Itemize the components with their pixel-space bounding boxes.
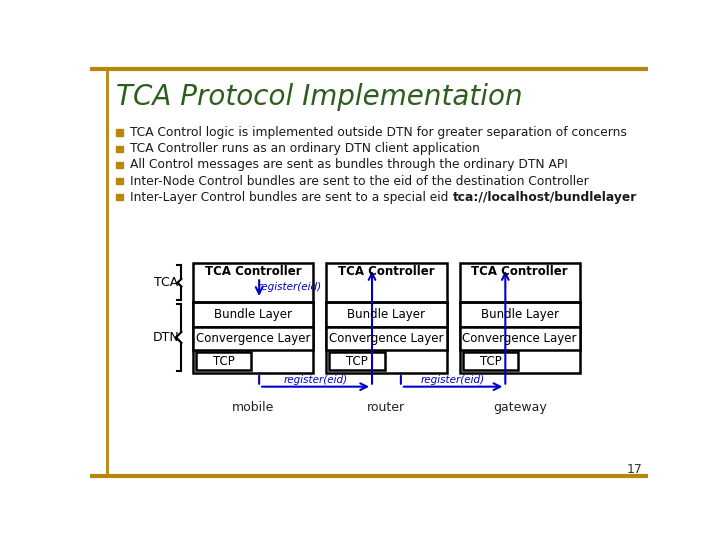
- Text: TCA Control logic is implemented outside DTN for greater separation of concerns: TCA Control logic is implemented outside…: [130, 126, 627, 139]
- Bar: [463, 352, 518, 370]
- Bar: [117, 194, 122, 200]
- Text: Bundle Layer: Bundle Layer: [481, 308, 559, 321]
- Text: TCA Controller: TCA Controller: [338, 265, 435, 278]
- Bar: [193, 264, 313, 373]
- Text: TCP: TCP: [480, 355, 501, 368]
- Bar: [459, 327, 580, 350]
- Text: Convergence Layer: Convergence Layer: [462, 332, 577, 345]
- Text: TCP: TCP: [346, 355, 368, 368]
- Text: Inter-Node Control bundles are sent to the eid of the destination Controller: Inter-Node Control bundles are sent to t…: [130, 174, 589, 187]
- Text: TCA Controller: TCA Controller: [472, 265, 568, 278]
- Text: All Control messages are sent as bundles through the ordinary DTN API: All Control messages are sent as bundles…: [130, 158, 568, 171]
- Bar: [117, 130, 122, 136]
- Text: 17: 17: [627, 463, 643, 476]
- Bar: [117, 146, 122, 152]
- Bar: [117, 178, 122, 184]
- Bar: [326, 264, 446, 373]
- Bar: [330, 352, 384, 370]
- Text: Convergence Layer: Convergence Layer: [196, 332, 310, 345]
- Text: Bundle Layer: Bundle Layer: [348, 308, 426, 321]
- Text: Convergence Layer: Convergence Layer: [329, 332, 444, 345]
- Text: register(eid): register(eid): [284, 375, 348, 384]
- Text: register(eid): register(eid): [421, 375, 485, 384]
- Text: tca://localhost/bundlelayer: tca://localhost/bundlelayer: [453, 191, 637, 204]
- Bar: [117, 162, 122, 168]
- Text: TCA: TCA: [154, 276, 178, 289]
- Bar: [196, 352, 251, 370]
- Text: TCA Controller runs as an ordinary DTN client application: TCA Controller runs as an ordinary DTN c…: [130, 142, 480, 155]
- Text: router: router: [367, 401, 405, 414]
- Text: TCA Protocol Implementation: TCA Protocol Implementation: [117, 83, 523, 111]
- Text: TCP: TCP: [213, 355, 235, 368]
- Text: TCA Controller: TCA Controller: [204, 265, 302, 278]
- Text: register(eid): register(eid): [258, 281, 322, 292]
- Text: Bundle Layer: Bundle Layer: [214, 308, 292, 321]
- Bar: [193, 327, 313, 350]
- Text: mobile: mobile: [232, 401, 274, 414]
- Bar: [459, 302, 580, 327]
- Bar: [459, 264, 580, 373]
- Text: Inter-Layer Control bundles are sent to a special eid: Inter-Layer Control bundles are sent to …: [130, 191, 453, 204]
- Bar: [193, 302, 313, 327]
- Bar: [326, 302, 446, 327]
- Text: gateway: gateway: [493, 401, 546, 414]
- Text: DTN: DTN: [153, 331, 179, 344]
- Bar: [326, 327, 446, 350]
